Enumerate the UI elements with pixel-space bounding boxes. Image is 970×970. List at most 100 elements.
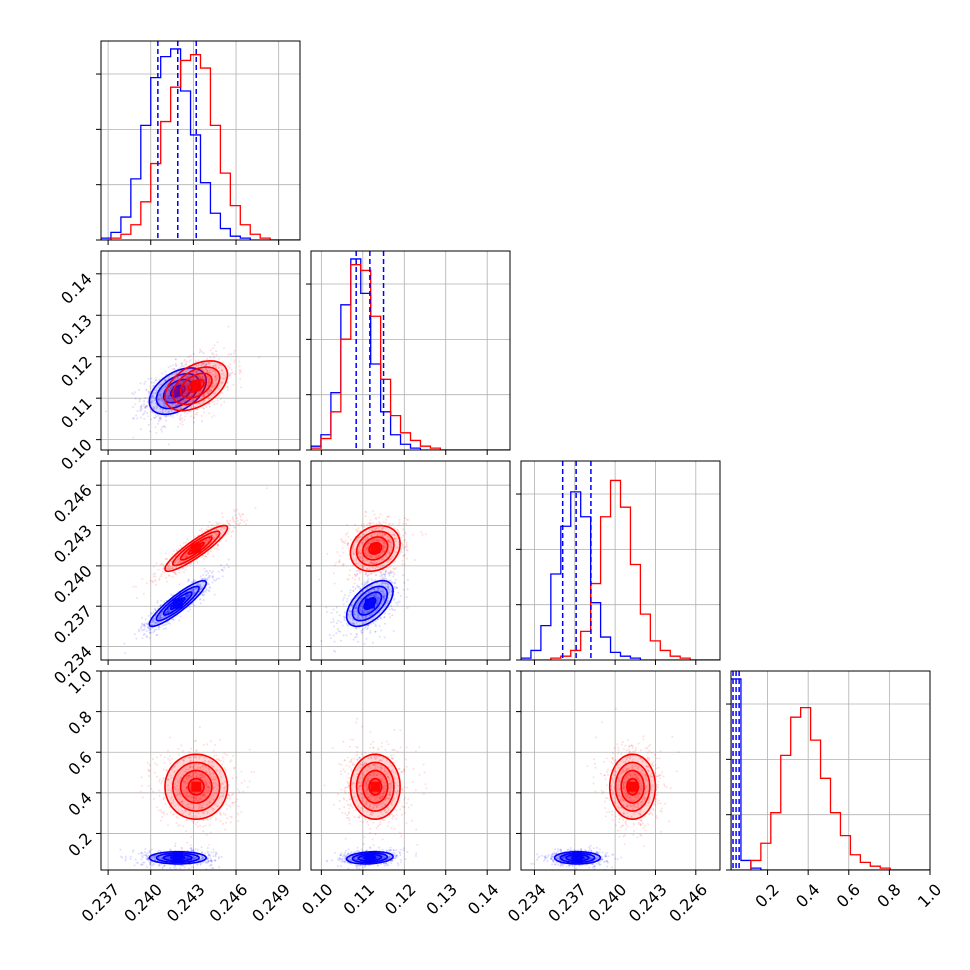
y-tick-label: 0.12 bbox=[57, 352, 96, 391]
red-contour bbox=[179, 536, 213, 561]
blue-histogram bbox=[521, 491, 720, 660]
grid-lines bbox=[101, 41, 300, 240]
blue-contour bbox=[162, 854, 193, 862]
y-tick-label: 0.14 bbox=[57, 269, 96, 308]
red-contour bbox=[171, 761, 221, 812]
blue-contour bbox=[363, 597, 377, 610]
x-tick-label: 0.240 bbox=[585, 880, 631, 926]
y-tick-label: 0.243 bbox=[50, 521, 96, 567]
red-peak bbox=[627, 781, 638, 792]
blue-contour bbox=[553, 850, 602, 865]
blue-contour bbox=[148, 579, 208, 628]
y-tick-label: 0.237 bbox=[50, 602, 96, 648]
red-contour bbox=[179, 372, 213, 399]
marginal-panel-3: 0.2 0.4 0.6 0.8 1.0 bbox=[726, 670, 945, 911]
red-contour bbox=[187, 777, 205, 796]
y-tick-label: 0.4 bbox=[64, 788, 95, 819]
x-tick-label: 0.4 bbox=[792, 880, 823, 911]
red-samples bbox=[139, 726, 256, 860]
joint-panel-1-2 bbox=[306, 460, 511, 665]
y-tick-label: 0.240 bbox=[50, 561, 96, 607]
red-peak bbox=[370, 543, 381, 554]
x-tick-label: 0.240 bbox=[120, 880, 166, 926]
red-contour bbox=[368, 777, 383, 796]
red-contour bbox=[361, 536, 389, 561]
red-contour bbox=[368, 541, 383, 555]
x-tick-label: 0.246 bbox=[665, 880, 711, 926]
blue-peak bbox=[172, 852, 183, 863]
red-peak bbox=[191, 781, 202, 792]
marginal-panel-1 bbox=[306, 250, 511, 455]
x-tick-label: 0.243 bbox=[163, 880, 209, 926]
joint-panel-1-3: 0.10 0.11 0.12 0.13 0.14 bbox=[298, 670, 511, 919]
x-tick-label: 0.237 bbox=[78, 880, 124, 926]
blue-peak bbox=[172, 598, 183, 609]
blue-contour bbox=[565, 854, 590, 862]
red-contour bbox=[349, 524, 401, 572]
red-peak bbox=[191, 543, 202, 554]
x-tick-label: 0.2 bbox=[751, 880, 782, 911]
red-contour bbox=[620, 769, 645, 804]
blue-contour bbox=[169, 597, 186, 610]
red-histogram bbox=[731, 706, 930, 870]
red-contour bbox=[361, 769, 389, 804]
red-contour bbox=[164, 524, 229, 573]
grid-lines bbox=[521, 461, 720, 660]
y-tick-label: 0.246 bbox=[50, 481, 96, 527]
blue-contour bbox=[155, 852, 200, 864]
red-histogram bbox=[521, 479, 720, 660]
x-tick-label: 0.237 bbox=[544, 880, 590, 926]
x-tick-label: 0.6 bbox=[833, 880, 864, 911]
x-tick-label: 0.243 bbox=[625, 880, 671, 926]
blue-histogram bbox=[101, 48, 300, 240]
red-contour bbox=[164, 360, 229, 412]
grid-lines bbox=[311, 461, 510, 660]
red-contour bbox=[171, 366, 221, 406]
red-histogram bbox=[311, 264, 510, 450]
blue-peak bbox=[572, 852, 583, 863]
x-tick-label: 0.12 bbox=[381, 880, 420, 919]
blue-contour bbox=[155, 585, 200, 622]
red-contour bbox=[355, 761, 395, 812]
red-contour bbox=[164, 753, 229, 821]
y-tick-label: 0.8 bbox=[64, 707, 95, 738]
blue-contour bbox=[363, 855, 377, 861]
x-tick-label: 0.13 bbox=[422, 880, 461, 919]
blue-contour bbox=[357, 591, 383, 616]
x-tick-label: 0.249 bbox=[248, 880, 294, 926]
blue-contour bbox=[559, 852, 596, 864]
blue-peak bbox=[364, 598, 375, 609]
blue-contour bbox=[345, 579, 394, 628]
red-peak bbox=[191, 380, 202, 391]
x-tick-label: 0.234 bbox=[504, 880, 550, 926]
x-tick-label: 0.8 bbox=[873, 880, 904, 911]
marginal-panel-2 bbox=[516, 460, 721, 665]
red-contour bbox=[626, 777, 640, 796]
y-tick-label: 0.13 bbox=[57, 311, 96, 350]
joint-panel-0-1: 0.100.110.120.130.14 bbox=[57, 250, 301, 474]
marginal-panel-0 bbox=[96, 40, 301, 245]
grid-lines bbox=[311, 670, 510, 870]
blue-peak bbox=[172, 386, 183, 397]
x-tick-label: 0.246 bbox=[206, 880, 252, 926]
y-tick-label: 0.6 bbox=[64, 748, 95, 779]
y-tick-label: 0.10 bbox=[57, 435, 96, 474]
blue-contour bbox=[169, 855, 187, 861]
red-contour bbox=[187, 378, 205, 393]
red-samples bbox=[323, 717, 428, 851]
blue-contour bbox=[357, 854, 383, 862]
y-tick-label: 0.2 bbox=[64, 829, 95, 860]
blue-contour bbox=[148, 850, 208, 865]
red-peak bbox=[370, 781, 381, 792]
blue-peak bbox=[364, 852, 375, 863]
x-tick-label: 0.10 bbox=[298, 880, 337, 919]
red-contour bbox=[608, 753, 657, 821]
red-contour bbox=[171, 530, 221, 567]
x-tick-label: 1.0 bbox=[914, 880, 945, 911]
blue-contour bbox=[162, 591, 193, 616]
x-tick-label: 0.11 bbox=[340, 880, 379, 919]
red-histogram bbox=[101, 54, 300, 240]
